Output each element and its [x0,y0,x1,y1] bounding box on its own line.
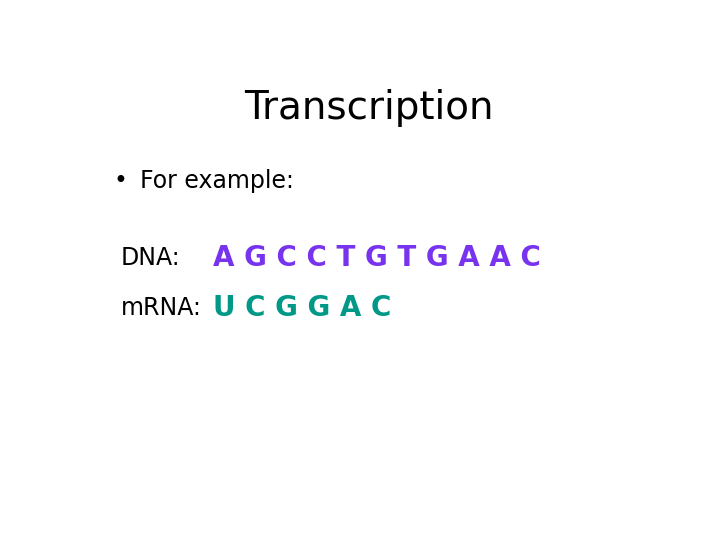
Text: Transcription: Transcription [244,90,494,127]
Text: For example:: For example: [140,169,294,193]
Text: U C G G A C: U C G G A C [213,294,391,322]
Text: •: • [114,169,127,193]
Text: A G C C T G T G A A C: A G C C T G T G A A C [213,244,541,272]
Text: DNA:: DNA: [121,246,180,270]
Text: mRNA:: mRNA: [121,296,202,320]
